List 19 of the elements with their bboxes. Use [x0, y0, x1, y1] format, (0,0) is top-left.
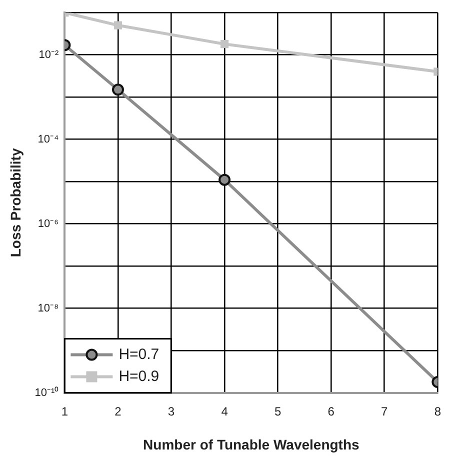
legend-label: H=0.7 — [118, 346, 160, 363]
y-tick-label: 10⁻⁴ — [38, 133, 59, 146]
legend-label: H=0.9 — [118, 368, 160, 385]
y-tick-label: 10⁻² — [38, 48, 60, 61]
x-tick-label: 1 — [61, 404, 68, 418]
point — [220, 40, 229, 48]
y-tick-label: 10⁻⁶ — [38, 218, 59, 230]
x-tick-label: 2 — [114, 404, 122, 418]
x-tick-label: 8 — [434, 404, 442, 418]
x-axis-title: Number of Tunable Wavelengths — [143, 436, 360, 452]
y-tick-label: 10⁻¹⁰ — [34, 386, 59, 399]
x-tick-label: 6 — [328, 404, 335, 418]
x-tick-label: 5 — [274, 404, 282, 418]
x-tick-label: 7 — [381, 404, 388, 418]
x-tick-label: 3 — [168, 404, 175, 418]
y-axis-title: Loss Probability — [7, 148, 24, 258]
point — [114, 21, 122, 30]
y-tick-label: 10⁻⁸ — [38, 302, 59, 314]
x-tick-label: 4 — [221, 404, 228, 418]
